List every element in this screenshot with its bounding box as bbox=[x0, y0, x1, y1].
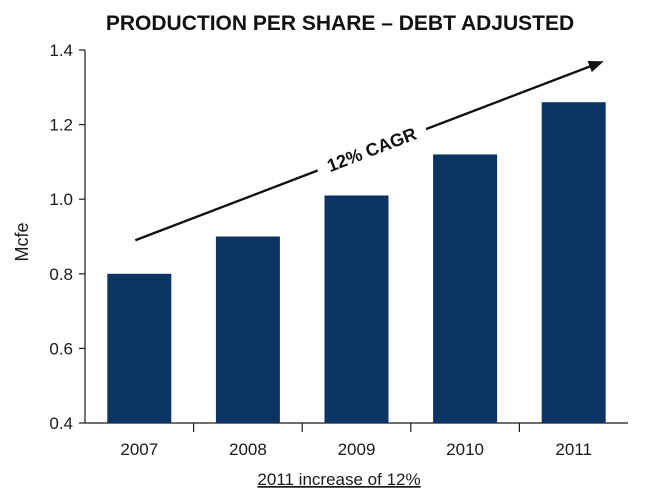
cagr-label: 12% CAGR bbox=[324, 124, 419, 176]
y-tick-label: 0.8 bbox=[49, 265, 73, 284]
bar-2007 bbox=[107, 273, 172, 423]
bar-2008 bbox=[215, 236, 280, 423]
y-tick-label: 1.0 bbox=[49, 190, 73, 209]
bars bbox=[107, 102, 606, 423]
footnote: 2011 increase of 12% bbox=[257, 470, 420, 489]
x-axis-ticks: 2007 2008 2009 2010 2011 bbox=[120, 423, 592, 459]
y-tick-label: 0.4 bbox=[49, 414, 73, 433]
bar-2010 bbox=[433, 154, 498, 423]
y-tick-label: 0.6 bbox=[49, 339, 73, 358]
bar-2009 bbox=[324, 195, 389, 423]
y-tick-label: 1.2 bbox=[49, 116, 73, 135]
cagr-arrow-line bbox=[425, 64, 593, 131]
x-tick-label: 2009 bbox=[338, 440, 376, 459]
x-tick-label: 2008 bbox=[229, 440, 267, 459]
x-tick-label: 2010 bbox=[446, 440, 484, 459]
x-tick-label: 2007 bbox=[120, 440, 158, 459]
y-tick-label: 1.4 bbox=[49, 41, 73, 60]
bar-2011 bbox=[541, 102, 606, 423]
y-axis-ticks: 0.4 0.6 0.8 1.0 1.2 1.4 bbox=[49, 41, 85, 433]
x-tick-label: 2011 bbox=[555, 440, 592, 459]
cagr-arrow-head bbox=[587, 60, 604, 73]
chart-title: PRODUCTION PER SHARE – DEBT ADJUSTED bbox=[106, 12, 574, 35]
y-axis-label: Mcfe bbox=[12, 222, 32, 261]
cagr-arrow-line bbox=[134, 169, 319, 242]
